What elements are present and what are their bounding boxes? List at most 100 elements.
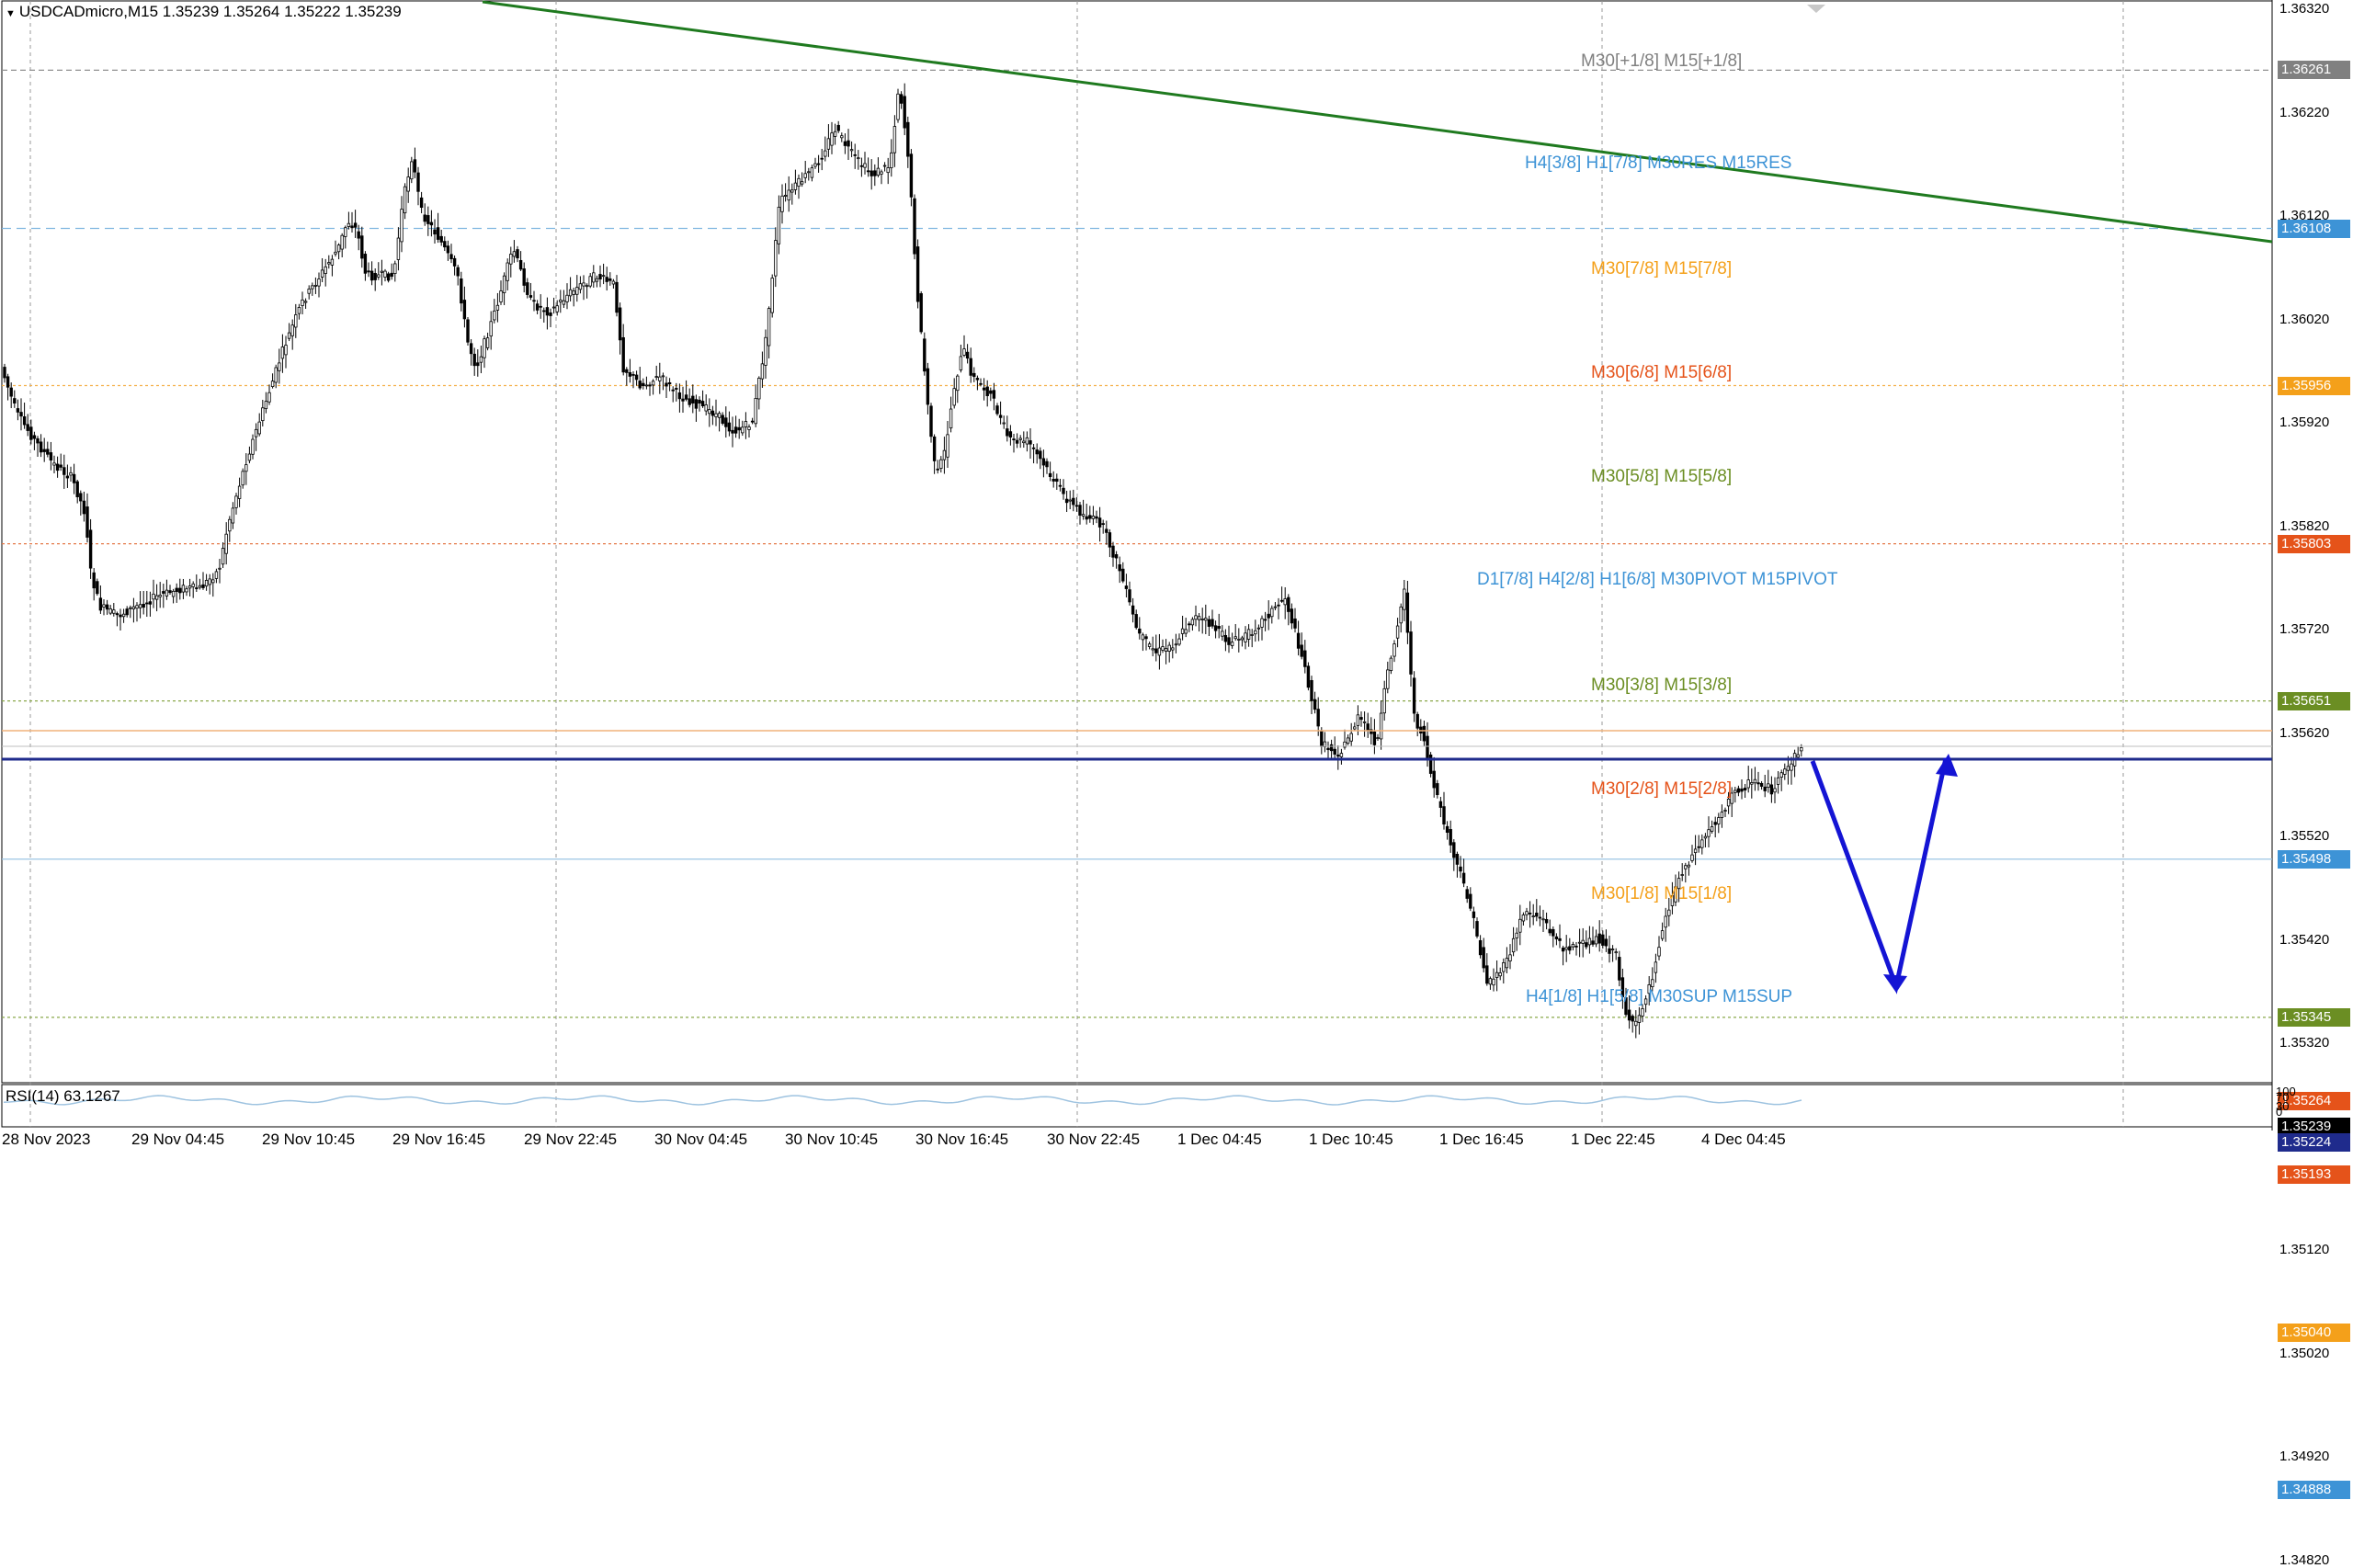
candle-body xyxy=(493,310,496,321)
candle-body xyxy=(96,581,99,595)
candle-body xyxy=(72,473,76,483)
candle-body xyxy=(1105,528,1108,533)
candle-body xyxy=(1475,921,1479,937)
candle-body xyxy=(979,382,983,385)
candle-body xyxy=(1541,918,1545,921)
candle-body xyxy=(1674,886,1677,903)
candle-body xyxy=(787,189,790,201)
candle-body xyxy=(518,259,523,270)
price-tag: 1.34888 xyxy=(2278,1481,2350,1499)
candle-body xyxy=(390,272,393,278)
candle-body xyxy=(426,215,430,224)
candle-body xyxy=(572,290,575,295)
triangle-down-icon[interactable]: ▼ xyxy=(6,8,16,19)
candle-body xyxy=(1346,737,1350,744)
candle-body xyxy=(688,398,691,405)
candle-body xyxy=(413,159,417,173)
candle-body xyxy=(1260,618,1264,628)
candle-body xyxy=(956,375,960,392)
candle-body xyxy=(13,398,17,403)
candle-body xyxy=(1171,647,1175,651)
level-label: M30[3/8] M15[3/8] xyxy=(1591,676,1733,695)
candle-body xyxy=(568,289,573,297)
candle-body xyxy=(6,376,10,388)
candle-body xyxy=(1786,766,1790,771)
level-label: H4[1/8] H1[5/8] M30SUP M15SUP xyxy=(1526,987,1793,1006)
price-tick-label: 1.35620 xyxy=(2279,724,2330,741)
candle-body xyxy=(1055,478,1059,483)
candle-body xyxy=(1101,523,1105,526)
candle-body xyxy=(724,417,728,427)
candle-body xyxy=(585,285,589,288)
candle-body xyxy=(1343,741,1347,748)
time-label: 1 Dec 04:45 xyxy=(1177,1131,1262,1148)
murrey-level-lines xyxy=(2,69,2272,1018)
level-label: M30[+1/8] M15[+1/8] xyxy=(1581,51,1743,71)
candle-body xyxy=(873,170,877,176)
candle-body xyxy=(1025,437,1029,445)
candle-body xyxy=(555,305,559,312)
candle-body xyxy=(360,235,364,259)
candle-body xyxy=(793,182,798,190)
candle-body xyxy=(621,336,625,373)
candle-body xyxy=(797,177,801,187)
candle-body xyxy=(82,500,86,515)
candle-body xyxy=(98,597,103,611)
candle-body xyxy=(1472,911,1476,918)
candle-body xyxy=(611,280,616,285)
candle-body xyxy=(195,587,199,589)
candle-body xyxy=(456,267,460,277)
candle-body xyxy=(1091,516,1096,519)
price-tag: 1.35345 xyxy=(2278,1007,2350,1027)
candle-body xyxy=(1426,735,1429,760)
time-label: 4 Dec 04:45 xyxy=(1701,1131,1786,1148)
candle-body xyxy=(1455,853,1460,865)
candle-body xyxy=(1618,957,1621,981)
candle-body xyxy=(1045,460,1049,468)
candle-body xyxy=(1313,699,1317,710)
chart-title: ▼ USDCADmicro,M15 1.35239 1.35264 1.35222… xyxy=(6,3,402,21)
candle-body xyxy=(634,374,639,381)
trendline[interactable] xyxy=(482,0,2273,244)
candle-body xyxy=(949,408,953,429)
candle-body xyxy=(849,149,854,152)
candle-body xyxy=(135,605,139,609)
candle-body xyxy=(962,348,966,356)
rsi-subwindow-frame xyxy=(1,1084,2273,1128)
candle-body xyxy=(942,449,947,460)
price-tick-label: 1.36320 xyxy=(2279,1,2330,17)
candle-body xyxy=(578,283,583,290)
candle-body xyxy=(3,367,6,379)
candle-body xyxy=(1188,623,1191,626)
candle-body xyxy=(592,272,596,283)
candle-body xyxy=(1498,972,1502,977)
candle-body xyxy=(1250,634,1254,636)
candle-body xyxy=(1316,709,1320,727)
scroll-marker-icon[interactable] xyxy=(1807,5,1825,13)
candle-body xyxy=(254,428,258,437)
candle-body xyxy=(790,189,794,193)
candle-body xyxy=(1174,643,1178,646)
price-tag: 1.35498 xyxy=(2278,849,2350,869)
candle-body xyxy=(1697,846,1700,848)
candle-body xyxy=(588,276,592,287)
projection-arrow[interactable] xyxy=(1810,754,1958,994)
candle-body xyxy=(1022,440,1026,444)
candle-body xyxy=(324,266,327,274)
candle-body xyxy=(820,157,824,160)
candle-body xyxy=(870,170,873,176)
price-tick-label: 1.36220 xyxy=(2279,104,2330,120)
candle-body xyxy=(1485,965,1489,984)
candle-body xyxy=(816,163,821,165)
candle-body xyxy=(284,345,288,356)
price-chart[interactable] xyxy=(0,0,2353,1154)
candle-body xyxy=(290,324,294,336)
candle-body xyxy=(1190,619,1195,626)
candle-body xyxy=(1703,835,1708,839)
candle-body xyxy=(367,270,370,273)
candle-body xyxy=(1452,842,1456,858)
candle-body xyxy=(975,378,980,381)
candle-body xyxy=(840,135,844,139)
candle-body xyxy=(1415,713,1419,729)
rsi-scale-label: 100 xyxy=(2276,1085,2296,1098)
